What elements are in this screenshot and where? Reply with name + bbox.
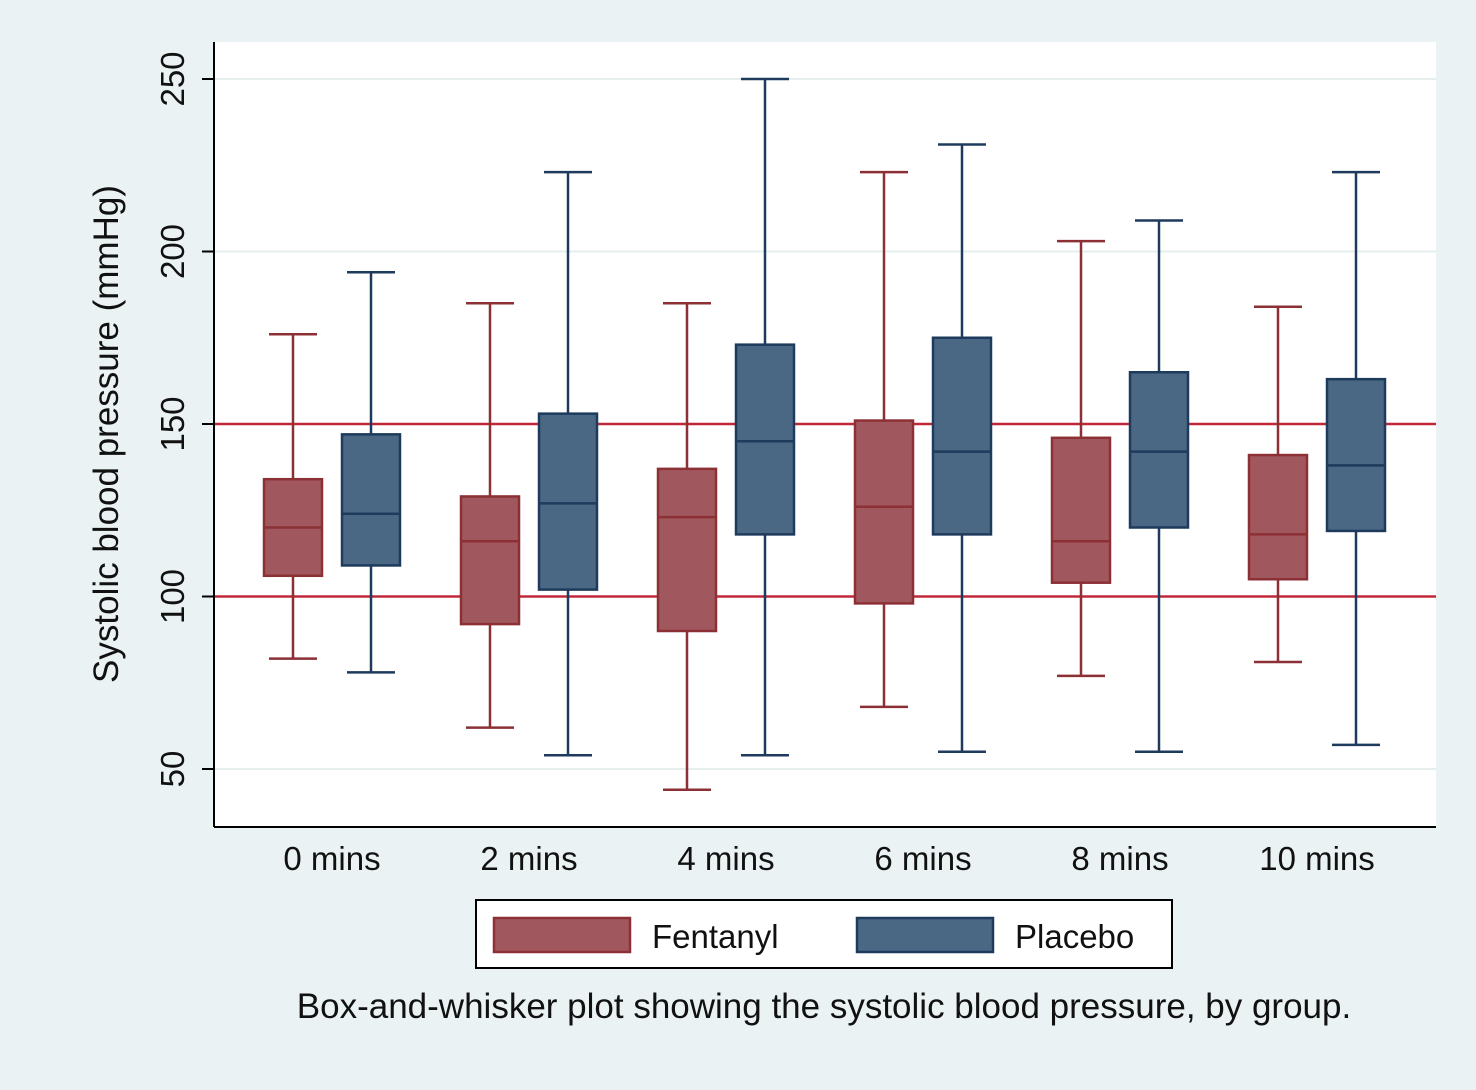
ytick-label-200: 200 bbox=[154, 224, 191, 279]
ytick-label-150: 150 bbox=[154, 396, 191, 451]
box-iqr bbox=[656, 467, 718, 633]
box-iqr bbox=[1050, 436, 1112, 584]
box-placebo-1 bbox=[537, 170, 599, 757]
box-fentanyl-1 bbox=[459, 302, 521, 729]
box-fentanyl-4 bbox=[1050, 239, 1112, 678]
box-iqr bbox=[340, 433, 402, 567]
reference-lines bbox=[214, 422, 1436, 598]
box-iqr bbox=[853, 419, 915, 605]
box-placebo-2 bbox=[734, 77, 796, 757]
box-iqr bbox=[1325, 377, 1387, 533]
box-placebo-4 bbox=[1128, 219, 1190, 753]
box-iqr bbox=[734, 343, 796, 536]
xtick-label-0: 0 mins bbox=[283, 840, 380, 877]
box-fentanyl-3 bbox=[853, 170, 915, 709]
y-ticks: 50 100 150 200 250 bbox=[154, 51, 214, 787]
box-iqr bbox=[1128, 371, 1190, 529]
box-iqr bbox=[459, 495, 521, 626]
xtick-label-4: 8 mins bbox=[1071, 840, 1168, 877]
boxes-layer bbox=[262, 77, 1387, 791]
ytick-label-100: 100 bbox=[154, 569, 191, 624]
y-axis-label: Systolic blood pressure (mmHg) bbox=[87, 185, 126, 683]
box-placebo-0 bbox=[340, 270, 402, 674]
xtick-label-5: 10 mins bbox=[1259, 840, 1375, 877]
legend-swatch-placebo bbox=[855, 916, 995, 954]
xtick-label-2: 4 mins bbox=[677, 840, 774, 877]
ytick-label-50: 50 bbox=[154, 751, 191, 788]
box-iqr bbox=[931, 336, 993, 536]
xtick-label-1: 2 mins bbox=[480, 840, 577, 877]
xtick-label-3: 6 mins bbox=[874, 840, 971, 877]
figure-caption: Box-and-whisker plot showing the systoli… bbox=[297, 987, 1351, 1026]
box-fentanyl-2 bbox=[656, 302, 718, 791]
ytick-label-250: 250 bbox=[154, 51, 191, 106]
legend-swatch-fentanyl bbox=[492, 916, 632, 954]
legend-label-placebo: Placebo bbox=[1015, 918, 1134, 955]
box-fentanyl-5 bbox=[1247, 305, 1309, 664]
box-iqr bbox=[537, 412, 599, 591]
box-placebo-3 bbox=[931, 143, 993, 753]
legend: Fentanyl Placebo bbox=[475, 899, 1173, 969]
box-fentanyl-0 bbox=[262, 333, 324, 660]
box-iqr bbox=[1247, 453, 1309, 581]
legend-label-fentanyl: Fentanyl bbox=[652, 918, 779, 955]
box-placebo-5 bbox=[1325, 170, 1387, 747]
plot-area bbox=[214, 42, 1436, 827]
x-ticks: 0 mins 2 mins 4 mins 6 mins 8 mins 10 mins bbox=[283, 840, 1374, 877]
